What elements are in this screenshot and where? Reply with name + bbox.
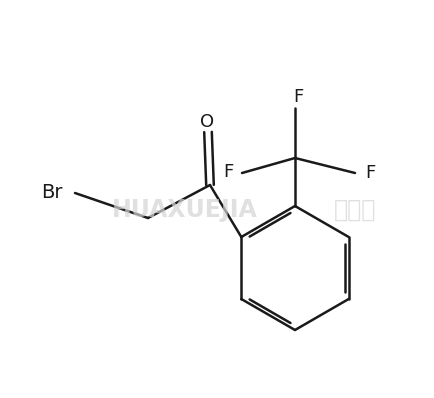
Text: HUAXUEJIA: HUAXUEJIA xyxy=(112,198,258,222)
Text: F: F xyxy=(293,88,303,106)
Text: 化学加: 化学加 xyxy=(334,198,376,222)
Text: Br: Br xyxy=(41,183,63,203)
Text: O: O xyxy=(200,113,214,131)
Text: F: F xyxy=(223,163,233,181)
Text: F: F xyxy=(365,164,375,182)
